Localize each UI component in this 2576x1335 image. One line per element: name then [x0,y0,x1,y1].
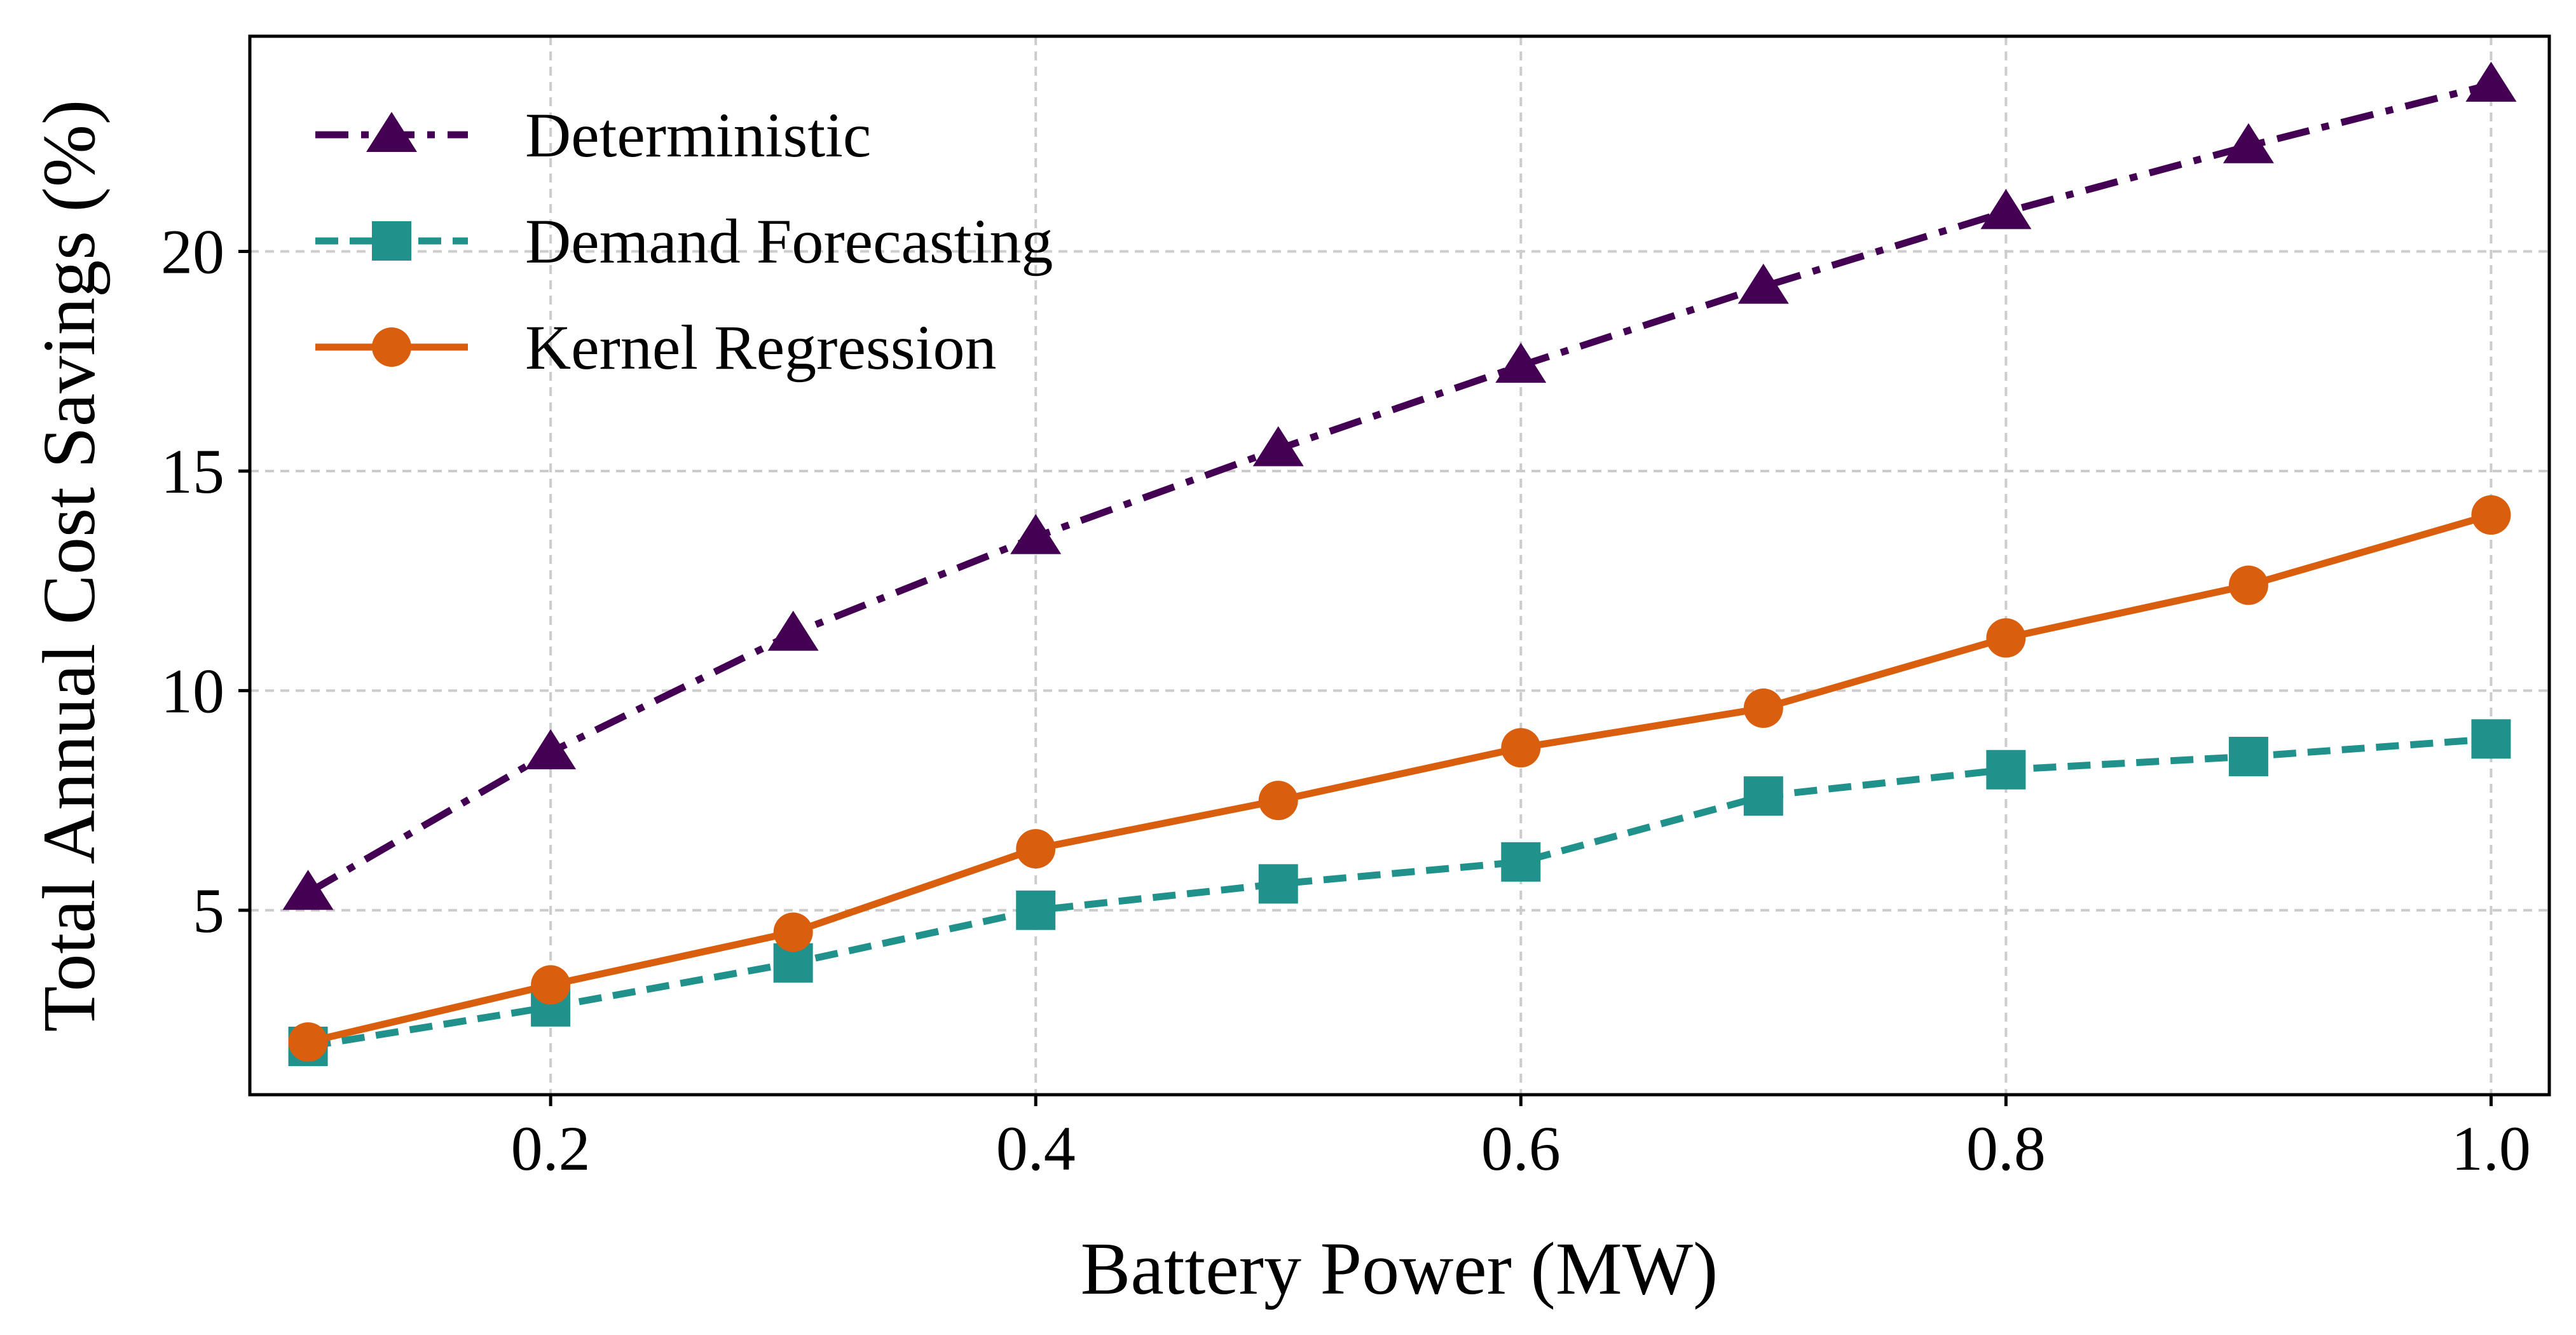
series-line [307,735,2491,1050]
data-point [2471,719,2511,759]
legend-marker [366,112,417,152]
plot-frame [248,34,2551,1097]
data-point [531,965,571,1005]
x-tick-label: 0.4 [996,1113,1076,1184]
series-deterministic [282,61,2517,910]
x-tick-label: 0.6 [1481,1113,1561,1184]
data-point [525,729,577,770]
data-point [282,870,334,910]
series-layer [282,61,2517,1067]
data-point [2228,565,2268,605]
data-point [767,610,819,651]
data-point [1016,829,1056,869]
y-tick-label: 20 [161,217,224,287]
legend-label: Deterministic [525,100,871,170]
data-point [1986,618,2026,658]
data-point [773,912,813,952]
series-line [307,511,2492,1046]
legend-item: Deterministic [315,100,871,170]
x-axis-label: Battery Power (MW) [1081,1227,1718,1310]
y-axis-label: Total Annual Cost Savings (%) [27,100,111,1032]
y-tick-label: 10 [161,655,224,726]
data-point [1743,776,1783,816]
data-point [2471,495,2511,535]
data-point [1258,781,1298,821]
data-point [1501,842,1541,882]
y-tick-label: 5 [193,875,224,946]
data-point [1737,263,1789,304]
x-tick-label: 0.2 [511,1113,591,1184]
legend-item: Kernel Regression [315,312,996,383]
x-tick-label: 0.8 [1966,1113,2046,1184]
legend-item: Demand Forecasting [315,206,1053,277]
data-point [2223,123,2274,163]
grid-layer [250,36,2549,1095]
series-line [306,81,2492,896]
data-point [288,1022,328,1062]
legend-label: Demand Forecasting [525,206,1053,277]
legend-marker [372,221,411,261]
axes-layer [248,34,2551,1097]
data-point [1252,426,1304,467]
data-point [1980,189,2032,229]
data-point [1986,750,2026,790]
legend-marker [372,327,411,367]
y-tick-label: 15 [161,436,224,507]
data-point [2465,61,2517,102]
x-tick-label: 1.0 [2451,1113,2531,1184]
data-point [1501,728,1541,768]
data-point [1016,890,1056,930]
data-point [1258,864,1298,904]
data-point [1010,514,1062,554]
legend-label: Kernel Regression [525,312,996,383]
data-point [2228,737,2268,777]
ticks-layer: 0.2 0.4 0.6 0.8 1.0 5 10 15 20 [161,217,2531,1184]
data-point [1495,343,1547,383]
legend: Deterministic Demand Forecasting Kernel Re… [315,100,1053,383]
series-kernel-regression [288,495,2511,1062]
data-point [1743,688,1783,729]
